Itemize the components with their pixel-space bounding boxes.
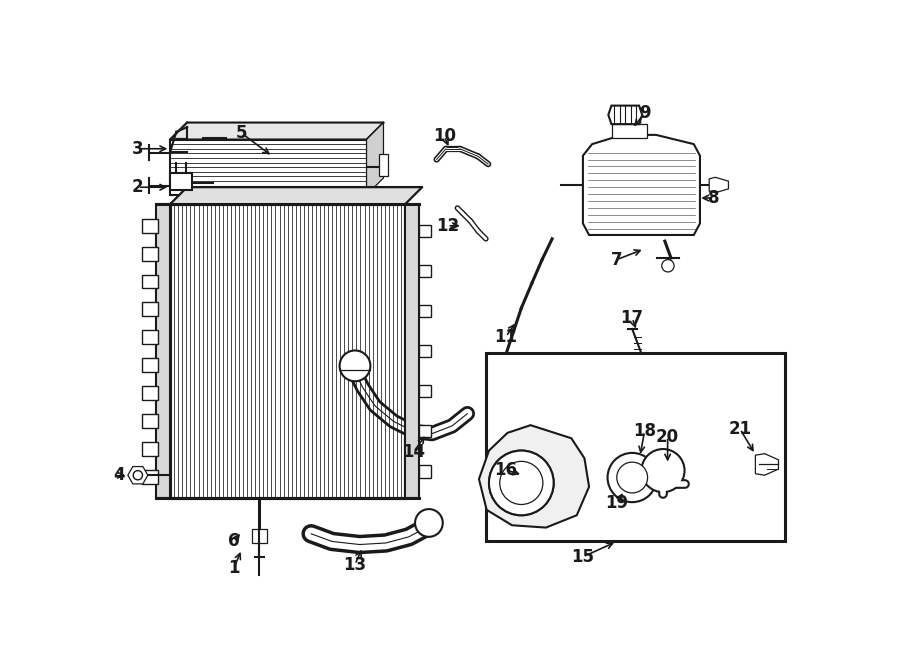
Bar — [418, 465, 431, 477]
Bar — [157, 204, 170, 498]
Text: 5: 5 — [236, 124, 248, 142]
Polygon shape — [170, 187, 422, 204]
Bar — [142, 358, 157, 372]
Bar — [405, 204, 418, 498]
Bar — [142, 303, 157, 316]
Bar — [418, 305, 431, 317]
Text: 13: 13 — [344, 555, 366, 573]
Text: 18: 18 — [633, 422, 656, 440]
Text: 16: 16 — [494, 461, 518, 479]
Bar — [252, 529, 267, 543]
Text: 7: 7 — [611, 251, 623, 269]
Bar — [379, 154, 388, 175]
Bar — [418, 385, 431, 397]
Bar — [418, 265, 431, 277]
Polygon shape — [479, 425, 590, 528]
Text: 10: 10 — [433, 127, 455, 146]
Circle shape — [489, 451, 554, 515]
Circle shape — [415, 509, 443, 537]
Circle shape — [662, 260, 674, 272]
Bar — [418, 425, 431, 438]
Bar — [170, 140, 366, 195]
Circle shape — [500, 461, 543, 504]
Text: 11: 11 — [494, 328, 518, 346]
Text: 8: 8 — [708, 189, 720, 207]
Text: 17: 17 — [621, 309, 644, 327]
Bar — [170, 204, 405, 498]
Text: 12: 12 — [436, 216, 459, 235]
Bar — [142, 219, 157, 232]
Bar — [142, 247, 157, 261]
Text: 1: 1 — [229, 559, 239, 577]
Circle shape — [133, 471, 142, 480]
Polygon shape — [170, 122, 383, 140]
Bar — [142, 414, 157, 428]
Text: 14: 14 — [402, 443, 425, 461]
Circle shape — [642, 449, 685, 492]
Text: 2: 2 — [132, 178, 144, 196]
Text: 4: 4 — [112, 466, 124, 484]
Circle shape — [339, 350, 371, 381]
Bar — [142, 330, 157, 344]
Polygon shape — [366, 122, 383, 195]
Text: 20: 20 — [656, 428, 680, 446]
Text: 19: 19 — [605, 494, 628, 512]
Circle shape — [489, 451, 554, 515]
Bar — [142, 386, 157, 400]
Bar — [418, 225, 431, 237]
Circle shape — [608, 453, 657, 502]
Polygon shape — [583, 135, 700, 235]
Text: 15: 15 — [572, 548, 594, 566]
Circle shape — [616, 462, 648, 493]
Bar — [142, 442, 157, 456]
Bar — [486, 353, 785, 542]
Polygon shape — [755, 453, 778, 475]
Bar — [612, 124, 647, 138]
Circle shape — [500, 461, 543, 504]
Bar — [170, 173, 192, 190]
Polygon shape — [128, 467, 148, 484]
Text: 6: 6 — [229, 532, 239, 550]
Polygon shape — [709, 177, 728, 193]
Text: 3: 3 — [132, 140, 144, 158]
Bar — [170, 204, 405, 498]
Bar — [418, 345, 431, 357]
Bar — [142, 275, 157, 289]
Bar — [142, 470, 157, 484]
Polygon shape — [608, 106, 643, 124]
Text: 9: 9 — [639, 105, 651, 122]
Text: 21: 21 — [728, 420, 752, 438]
